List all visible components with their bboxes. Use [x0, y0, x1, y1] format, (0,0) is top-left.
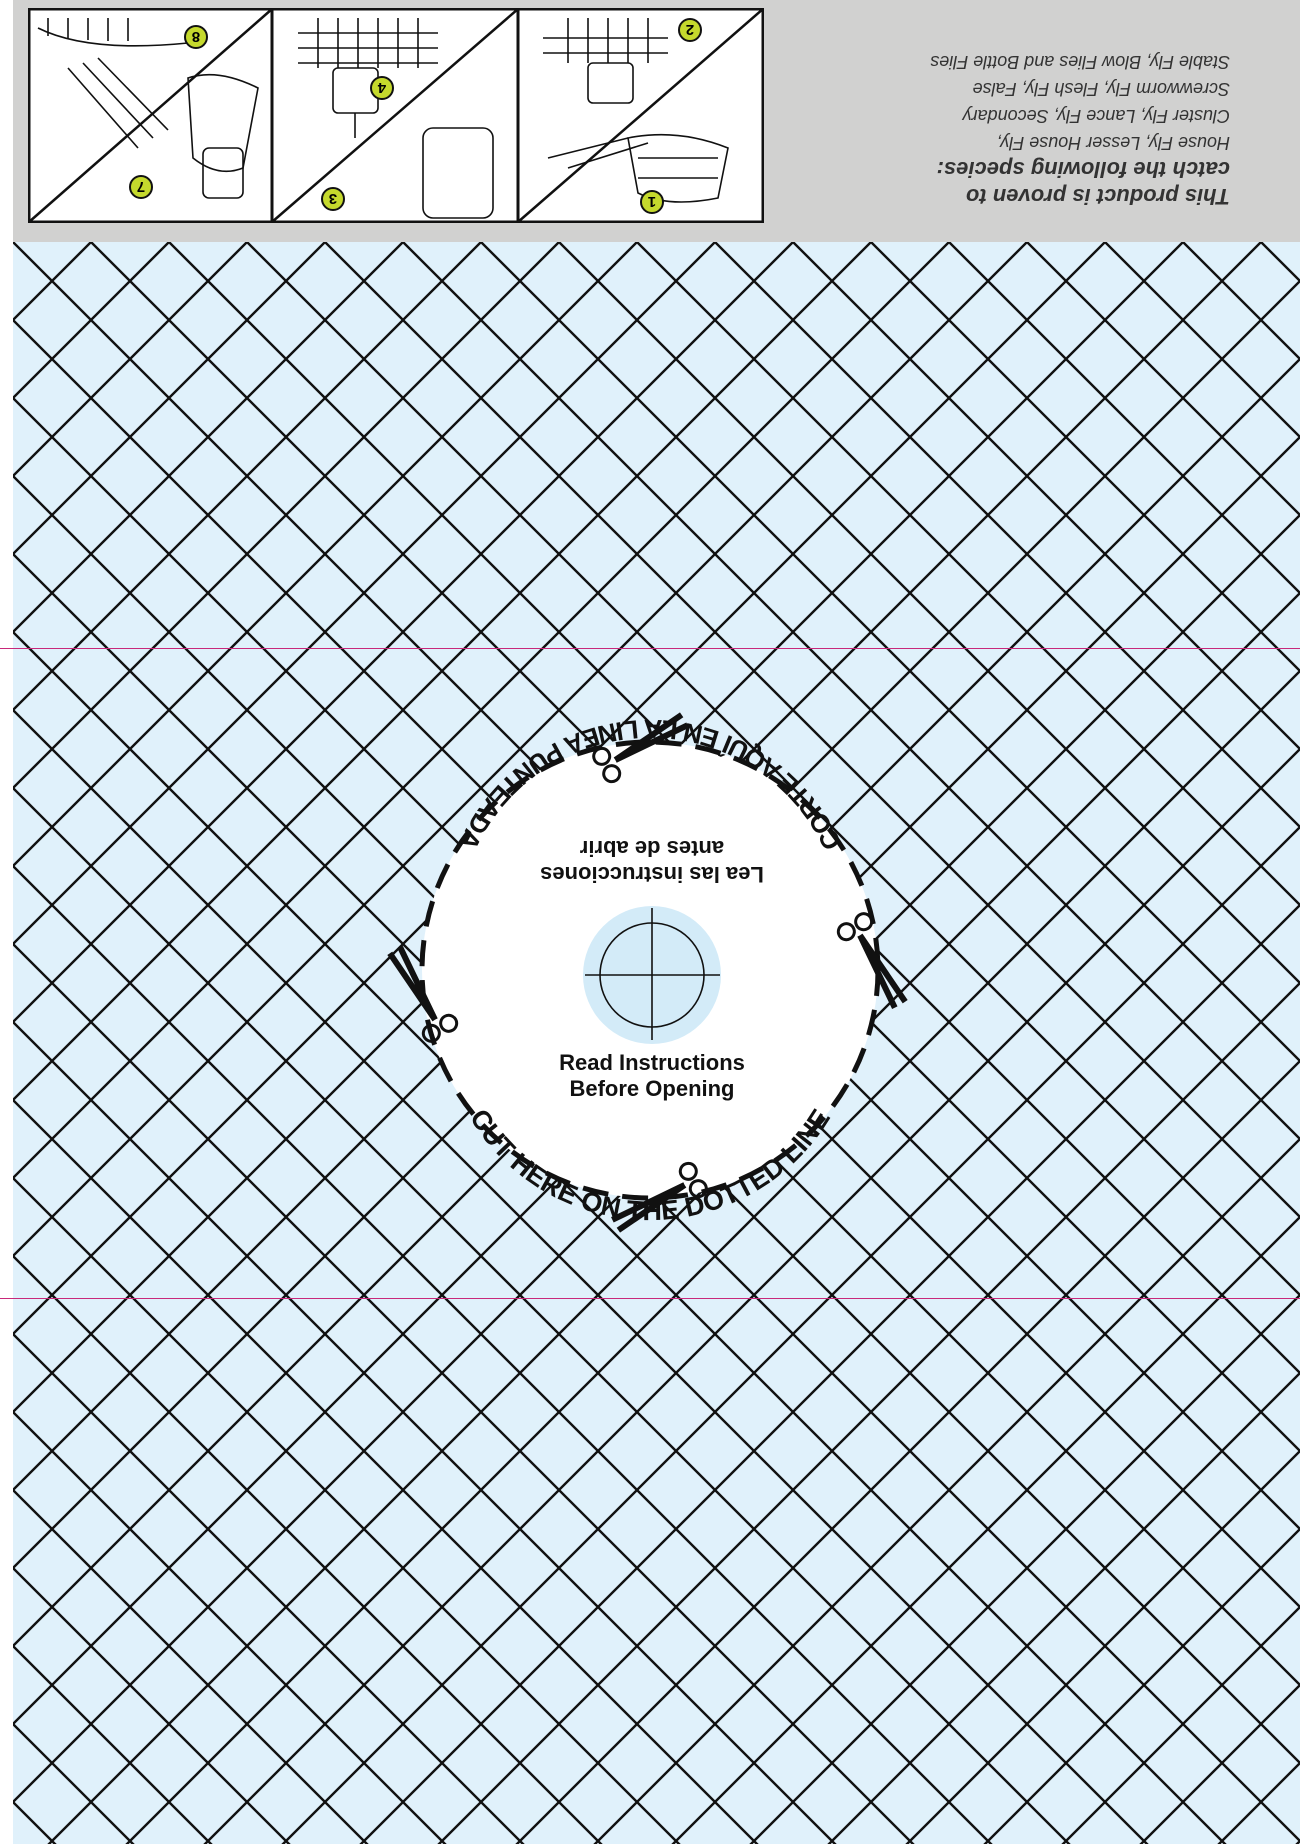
species-list-line: Stable Fly, Blow Flies and Bottle Flies — [930, 52, 1230, 72]
svg-text:7: 7 — [137, 178, 145, 195]
step-badge: 1 — [640, 190, 664, 214]
crosshair-icon — [583, 906, 721, 1044]
label-line: Lea las instrucciones — [540, 862, 764, 887]
species-list-line: Screwworm Fly, Flesh Fly, False — [972, 79, 1230, 99]
step-badge: 7 — [129, 175, 153, 199]
svg-text:2: 2 — [686, 21, 694, 38]
scissors-icon — [611, 1161, 708, 1233]
svg-text:4: 4 — [377, 79, 386, 96]
scissors-icon — [387, 946, 459, 1043]
svg-text:8: 8 — [192, 28, 200, 45]
svg-text:1: 1 — [648, 193, 656, 210]
species-list-line: Cluster Fly, Lance Fly, Secondary — [962, 106, 1230, 126]
svg-text:3: 3 — [329, 190, 337, 207]
lea-instrucciones-label: Lea las instrucciones antes de abrir — [522, 835, 782, 887]
species-list-line: House Fly, Lesser House Fly, — [996, 133, 1230, 153]
step-badge: 4 — [370, 76, 394, 100]
label-line: antes de abrir — [579, 836, 725, 861]
fold-guide-line — [0, 648, 1300, 649]
read-instructions-label: Read Instructions Before Opening — [522, 1050, 782, 1102]
species-panel: This product is proven to catch the foll… — [830, 20, 1230, 210]
step-badge: 8 — [184, 25, 208, 49]
species-heading-line1: This product is proven to — [965, 184, 1230, 209]
species-heading-line2: catch the following species: — [936, 157, 1230, 182]
scissors-icon — [592, 712, 689, 784]
instruction-panels: 8 7 4 3 2 1 — [28, 8, 764, 223]
cut-disc: CUT HERE ON THE DOTTED LINE CORTE AQUÍ E… — [387, 712, 908, 1233]
fold-guide-line — [0, 1298, 1300, 1299]
label-line: Read Instructions — [559, 1050, 745, 1075]
step-badge: 3 — [321, 187, 345, 211]
label-line: Before Opening — [569, 1076, 735, 1101]
scissors-icon — [836, 912, 908, 1009]
step-badge: 2 — [678, 18, 702, 42]
